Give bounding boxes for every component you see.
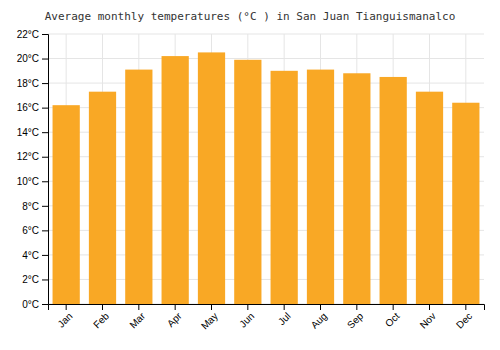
tick-mark <box>429 304 430 310</box>
tick-label: 10°C <box>17 176 39 187</box>
tick-label: 20°C <box>17 53 39 64</box>
tick-mark <box>66 304 67 310</box>
tick-mark <box>42 230 48 231</box>
tick: 22°C <box>17 29 48 40</box>
tick-mark <box>42 304 48 305</box>
tick-label: Oct <box>383 310 402 329</box>
tick: 10°C <box>17 176 48 187</box>
tick-label: 2°C <box>22 274 39 285</box>
tick-label: 6°C <box>22 225 39 236</box>
bar <box>343 73 370 304</box>
chart: Average monthly temperatures (°C ) in Sa… <box>0 0 500 350</box>
bar <box>307 70 334 304</box>
tick-label: 12°C <box>17 151 39 162</box>
tick-label: May <box>199 310 220 331</box>
tick-mark <box>393 304 394 310</box>
grid-line <box>48 34 484 35</box>
tick-mark <box>175 304 176 310</box>
y-axis: 0°C 2°C 4°C 6°C 8°C 10°C 12°C 14°C 16°C 18°C 20°C 2… <box>17 29 49 310</box>
tick-label: Sep <box>345 310 366 331</box>
tick-label: 8°C <box>22 201 39 212</box>
bars <box>53 52 480 304</box>
bar <box>452 103 479 304</box>
tick-label: 14°C <box>17 127 39 138</box>
tick: 20°C <box>17 53 48 64</box>
plot: 0°C 2°C 4°C 6°C 8°C 10°C 12°C 14°C 16°C 18°C 20°C 2… <box>17 29 485 332</box>
bar <box>162 56 189 304</box>
tick-mark <box>42 181 48 182</box>
tick: 18°C <box>17 78 48 89</box>
tick-label: Jul <box>276 310 293 327</box>
tick: May <box>199 304 220 332</box>
tick: Jun <box>237 304 256 330</box>
tick-mark <box>356 304 357 310</box>
bar <box>198 52 225 304</box>
tick: Nov <box>418 304 438 331</box>
tick: Aug <box>309 304 329 331</box>
tick-label: Aug <box>309 310 329 330</box>
tick-label: Apr <box>165 310 184 329</box>
tick: 4°C <box>22 250 48 261</box>
tick-label: 0°C <box>22 299 39 310</box>
bar <box>89 92 116 304</box>
bar <box>271 71 298 304</box>
tick-mark <box>247 304 248 310</box>
tick: Jul <box>276 304 293 327</box>
tick-mark <box>42 255 48 256</box>
tick-mark <box>42 108 48 109</box>
grid <box>48 34 484 304</box>
tick-label: 22°C <box>17 29 39 40</box>
tick-mark <box>42 132 48 133</box>
tick-mark <box>102 304 103 310</box>
tick-mark <box>284 304 285 310</box>
tick: Feb <box>91 304 111 330</box>
tick: 12°C <box>17 151 48 162</box>
bar <box>125 70 152 304</box>
tick: 6°C <box>22 225 48 236</box>
tick-mark <box>465 304 466 310</box>
tick-mark <box>42 83 48 84</box>
tick: 0°C <box>22 299 48 310</box>
axis-line <box>49 305 485 311</box>
grid-line <box>48 83 484 84</box>
tick-mark <box>320 304 321 310</box>
tick-label: 16°C <box>17 102 39 113</box>
tick: Dec <box>454 304 474 331</box>
grid-line <box>48 58 484 59</box>
tick: Sep <box>345 304 366 331</box>
tick-label: Jan <box>55 310 74 329</box>
tick-mark <box>42 206 48 207</box>
bar <box>234 60 261 304</box>
tick-label: Dec <box>454 310 474 330</box>
tick: Mar <box>127 304 147 330</box>
tick-label: Nov <box>418 310 438 330</box>
tick: Apr <box>165 304 184 329</box>
tick-mark <box>42 34 48 35</box>
tick: 8°C <box>22 201 48 212</box>
bar <box>53 105 80 304</box>
tick-label: Jun <box>237 310 256 329</box>
tick: 2°C <box>22 274 48 285</box>
tick-label: Feb <box>91 310 111 330</box>
tick-mark <box>211 304 212 310</box>
tick: 14°C <box>17 127 48 138</box>
bar <box>416 92 443 304</box>
bar <box>380 77 407 304</box>
tick-mark <box>42 157 48 158</box>
tick: 16°C <box>17 102 48 113</box>
tick-mark <box>42 59 48 60</box>
tick: Oct <box>383 304 402 329</box>
tick-mark <box>42 279 48 280</box>
title: Average monthly temperatures (°C ) in Sa… <box>45 10 456 23</box>
tick-label: 4°C <box>22 250 39 261</box>
tick-label: 18°C <box>17 78 39 89</box>
tick: Jan <box>55 304 74 330</box>
axis-line <box>42 35 49 305</box>
tick-label: Mar <box>127 310 147 330</box>
tick-mark <box>138 304 139 310</box>
x-axis: Jan Feb Mar Apr May Jun Jul Aug Sep Oct Nov Dec <box>49 304 485 332</box>
